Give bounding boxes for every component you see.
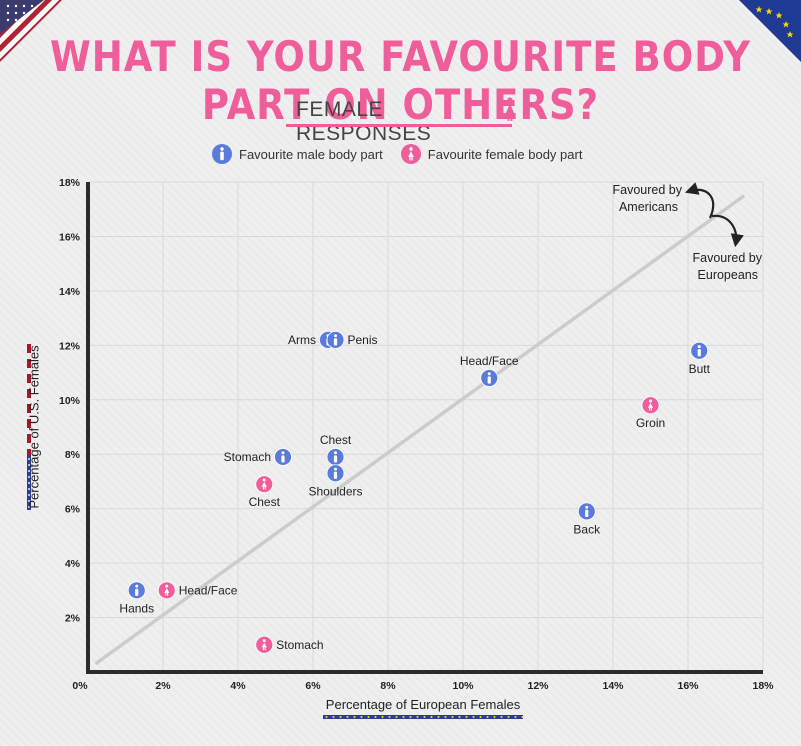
point-label: Chest: [320, 433, 352, 447]
point-label: Hands: [119, 601, 154, 615]
subtitle-underline: [286, 124, 512, 127]
female-point-chest: Chest: [249, 475, 281, 509]
male-point-head-face: Head/Face: [460, 354, 519, 387]
male-point-chest: Chest: [320, 433, 352, 466]
y-tick-label: 2%: [65, 613, 81, 625]
y-tick-label: 10%: [59, 395, 81, 407]
point-label: Groin: [636, 416, 665, 430]
y-tick-label: 6%: [65, 504, 81, 516]
annotation-europeans-line2: Europeans: [698, 268, 758, 282]
chart-title: WHAT IS YOUR FAVOURITE BODY PART ON OTHE…: [49, 32, 752, 130]
x-tick-label: 4%: [230, 680, 246, 692]
x-tick-label: 8%: [380, 680, 396, 692]
female-figure-icon: [506, 97, 514, 121]
point-label: Head/Face: [460, 354, 519, 368]
point-label: Butt: [689, 362, 711, 376]
x-tick-label: 14%: [602, 680, 624, 692]
x-axis-title: Percentage of European Females: [325, 697, 521, 712]
annotation-americans-line1: Favoured by: [613, 183, 683, 197]
point-label: Penis: [348, 333, 378, 347]
legend-label-female: Favourite female body part: [427, 146, 583, 162]
y-axis-title-block: Percentage of U.S. Females: [20, 344, 50, 510]
male-point-back: Back: [573, 502, 601, 536]
trendline-group: [94, 194, 746, 666]
y-tick-label: 16%: [59, 231, 81, 243]
annotations: Favoured by Americans Favoured by Europe…: [613, 182, 763, 282]
female-point-stomach: Stomach: [255, 635, 324, 654]
point-label: Chest: [249, 495, 281, 509]
chart-subtitle: FEMALE RESPONSES: [296, 98, 432, 145]
x-tick-label: 12%: [527, 680, 549, 692]
x-tick-label: 6%: [305, 680, 321, 692]
legend: Favourite male body part Favourite femal…: [212, 142, 582, 166]
point-label: Stomach: [224, 450, 271, 464]
point-label: Head/Face: [179, 583, 238, 597]
x-axis-title-block: Percentage of European Females: [323, 697, 523, 719]
y-tick-label: 4%: [65, 558, 81, 570]
point-label: Arms: [288, 333, 316, 347]
x-tick-label: 2%: [155, 680, 171, 692]
grid: [88, 181, 764, 672]
male-point-butt: Butt: [689, 341, 711, 376]
legend-item-female: Favourite female body part: [400, 144, 583, 164]
x-tick-label: 10%: [452, 680, 474, 692]
male-point-hands: Hands: [119, 581, 154, 615]
legend-item-male: Favourite male body part: [212, 144, 383, 164]
point-label: Shoulders: [308, 484, 362, 498]
x-tick-label: 16%: [677, 680, 699, 692]
us-flag-icon: [0, 0, 62, 62]
x-tick-label: 0%: [72, 680, 88, 692]
eu-stripe: [323, 715, 523, 719]
point-label: Back: [573, 522, 601, 536]
y-tick-label: 18%: [59, 177, 81, 189]
us-stripe-stars: [27, 456, 31, 510]
x-tick-label: 18%: [752, 680, 774, 692]
annotation-europeans-line1: Favoured by: [693, 251, 763, 265]
eu-flag-icon: [739, 0, 801, 62]
female-point-groin: Groin: [636, 396, 665, 430]
male-figure-icon: [212, 144, 232, 164]
y-tick-label: 12%: [59, 340, 81, 352]
data-points: Hands Stomach Chest Shoulders Arms Penis Head/…: [119, 330, 711, 654]
y-axis-title: Percentage of U.S. Females: [26, 345, 42, 509]
male-point-penis: Penis: [326, 330, 378, 349]
us-stripe: [27, 344, 31, 510]
female-figure-icon: [400, 144, 421, 164]
female-point-head-face: Head/Face: [157, 581, 238, 600]
y-tick-label: 14%: [59, 286, 81, 298]
europeans-arrow: [711, 214, 744, 248]
subtitle-block: FEMALE RESPONSES: [286, 96, 518, 145]
point-label: Stomach: [276, 638, 323, 652]
legend-label-male: Favourite male body part: [239, 146, 383, 162]
annotation-americans-line2: Americans: [619, 200, 678, 214]
tick-labels: 0% 2% 4% 6% 8% 10% 12% 14% 16% 18% 2% 4% 6% 8% 10% 12% 1…: [59, 177, 774, 692]
y-tick-label: 8%: [65, 449, 81, 461]
male-point-stomach: Stomach: [224, 448, 292, 466]
male-point-shoulders: Shoulders: [308, 464, 363, 498]
trend-line: [94, 194, 746, 666]
axes: [86, 182, 763, 674]
americans-arrow: [684, 182, 715, 219]
